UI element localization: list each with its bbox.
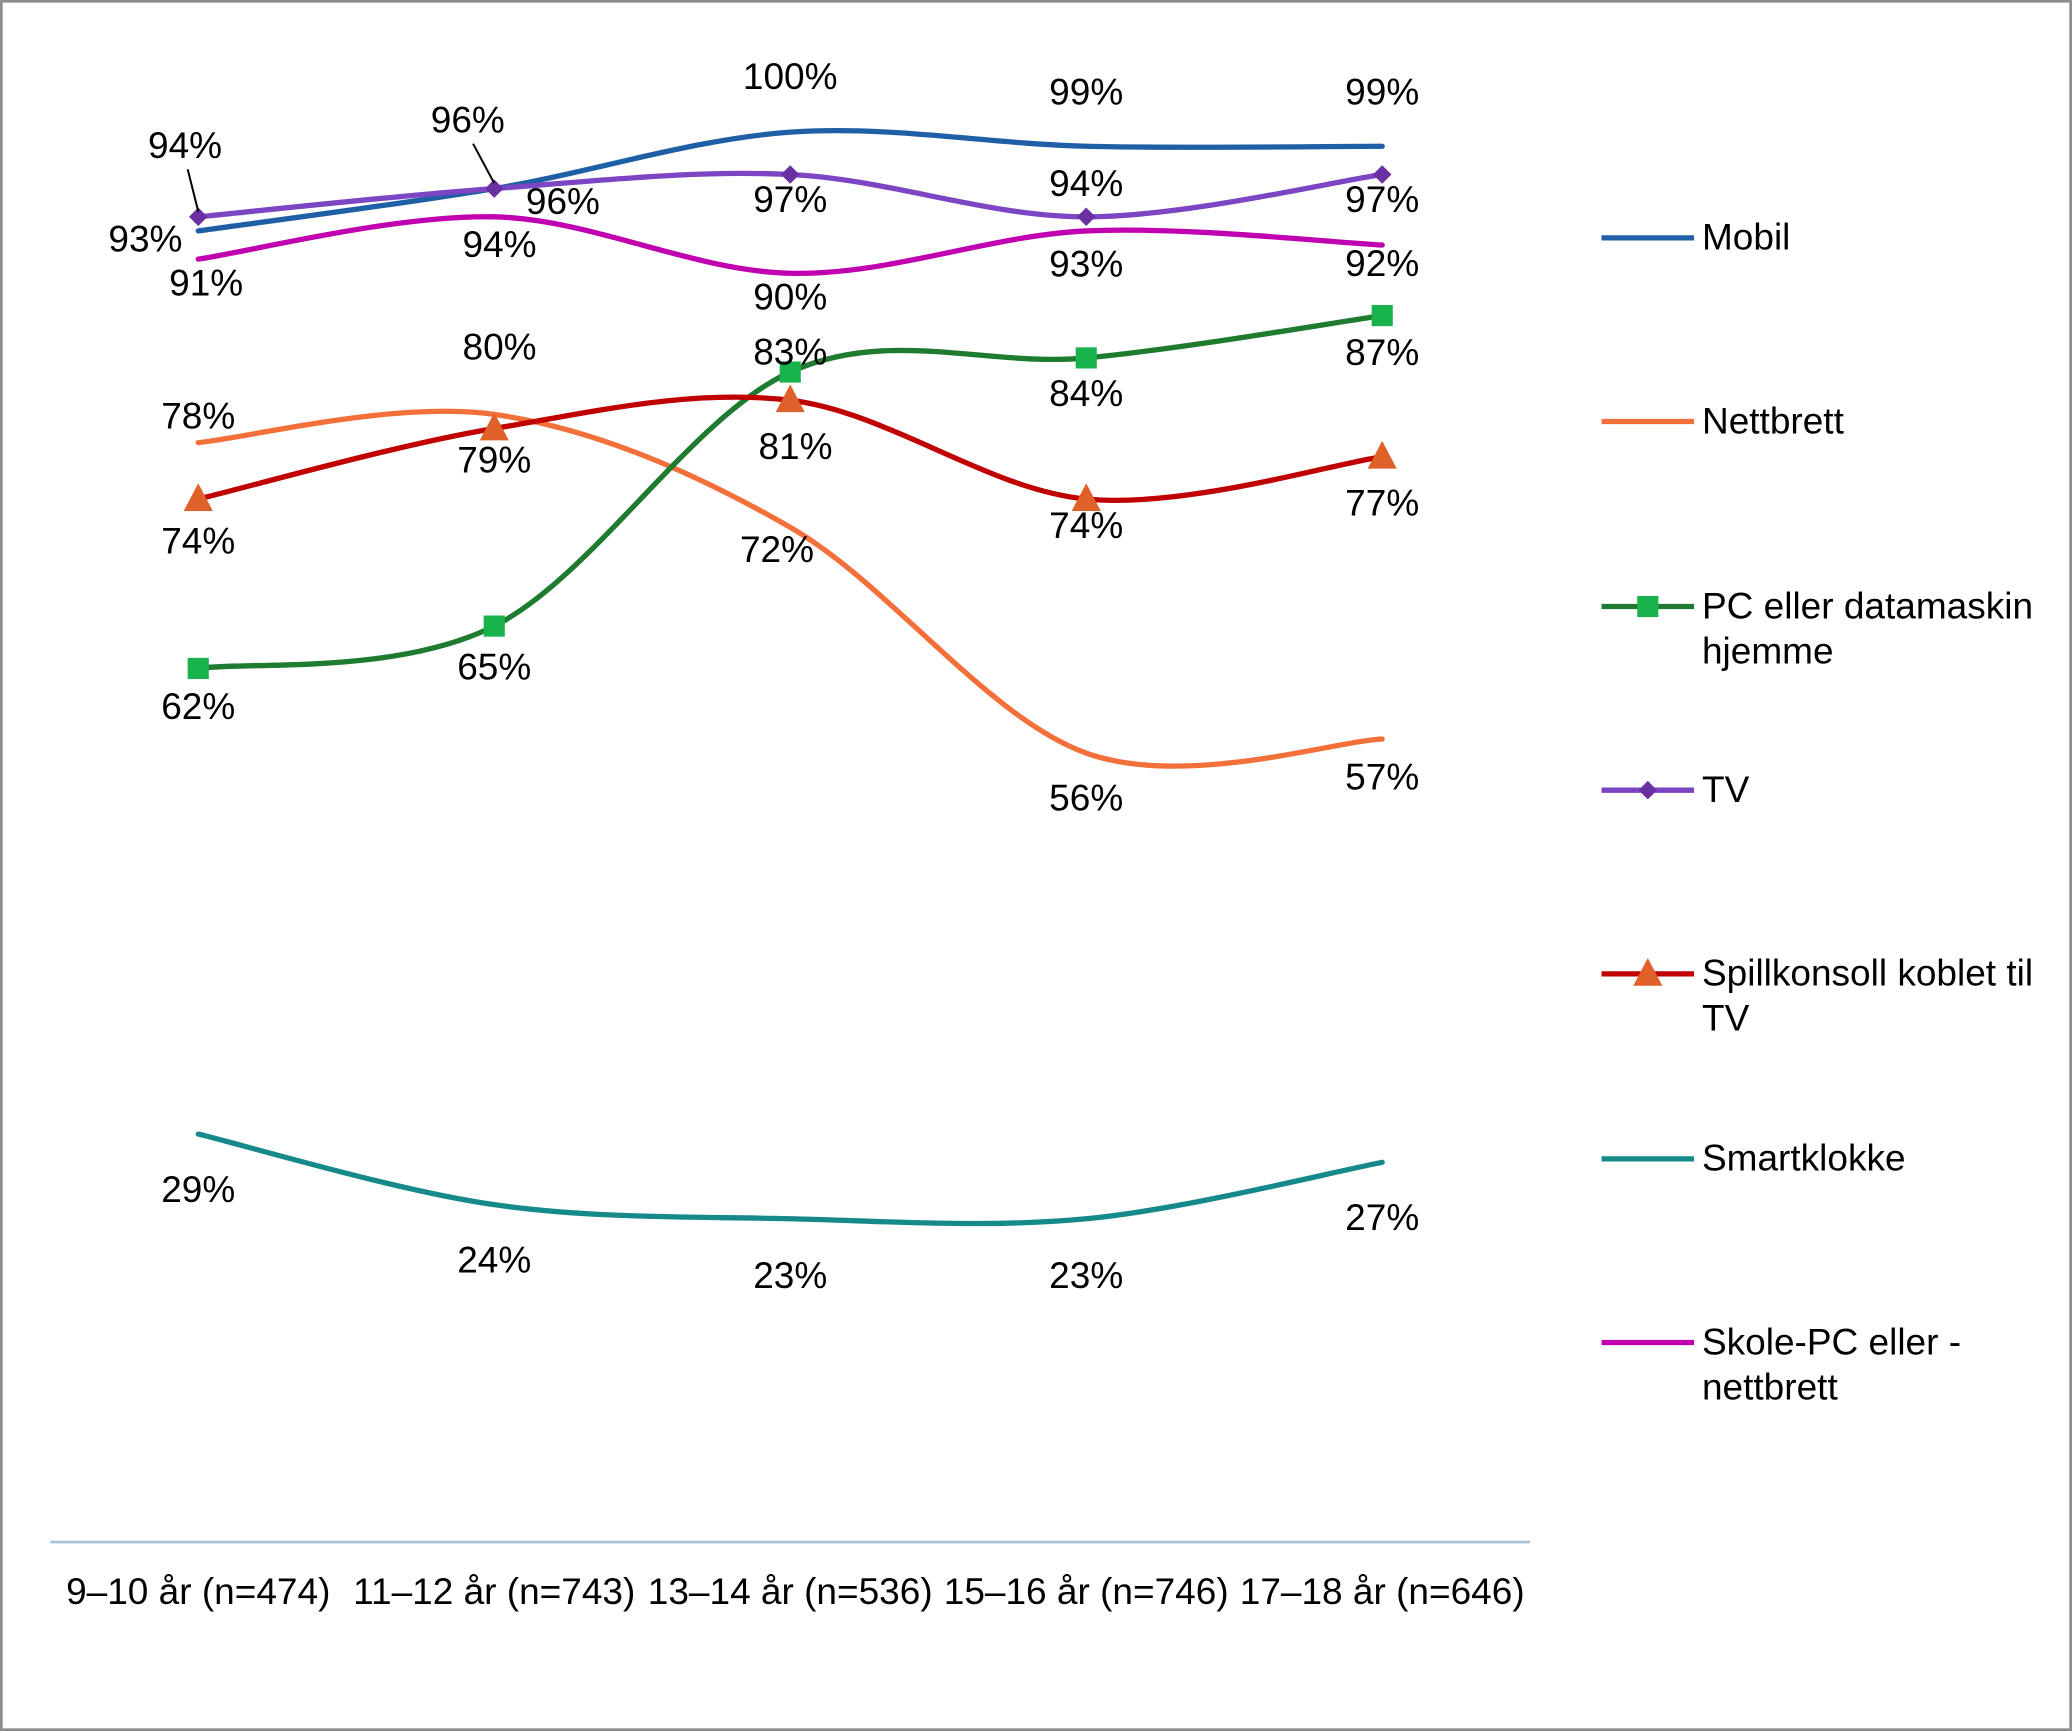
data-label: 74%: [161, 521, 235, 562]
marker: [484, 179, 504, 198]
data-label: 99%: [1345, 71, 1419, 112]
data-label: 23%: [1049, 1255, 1123, 1296]
legend-label-box: PC eller datamaskin hjemme: [1701, 585, 2034, 672]
data-label: 79%: [457, 440, 531, 481]
marker: [1372, 165, 1392, 184]
legend-label: Mobil: [1701, 216, 1791, 258]
data-label: 99%: [1049, 71, 1123, 112]
marker: [479, 412, 509, 441]
x-tick-label-box: 15–16 år (n=746): [943, 1571, 1229, 1613]
series-line: [195, 408, 1385, 769]
data-label: 77%: [1345, 482, 1419, 523]
data-label: 80%: [463, 326, 537, 367]
data-label: 81%: [758, 426, 832, 467]
legend-label: Skole-PC eller -nettbrett: [1701, 1321, 1962, 1408]
marker: [779, 361, 801, 383]
series-line: [195, 1131, 1385, 1227]
data-label: 83%: [753, 332, 827, 373]
legend-label: Smartklokke: [1701, 1137, 1906, 1179]
marker: [1075, 347, 1097, 369]
legend-label-box: Nettbrett: [1701, 400, 1844, 442]
data-label: 100%: [743, 56, 838, 97]
leader-line: [186, 169, 200, 212]
legend-label: TV: [1701, 769, 1750, 811]
data-label: 96%: [431, 99, 505, 140]
data-label: 94%: [148, 125, 222, 166]
x-tick-label: 11–12 år (n=743): [353, 1571, 636, 1613]
marker: [183, 483, 213, 511]
data-label: 74%: [1049, 505, 1123, 546]
legend-label: Nettbrett: [1701, 400, 1844, 442]
data-label: 94%: [463, 224, 537, 265]
marker: [1371, 305, 1393, 327]
data-label: 29%: [161, 1169, 235, 1210]
data-label: 62%: [161, 686, 235, 727]
data-label: 94%: [1049, 163, 1123, 204]
marker: [483, 615, 505, 637]
legend-marker: [1638, 780, 1658, 800]
data-label: 23%: [753, 1255, 827, 1296]
legend-label-box: Skole-PC eller -nettbrett: [1701, 1321, 1962, 1408]
legend-label: PC eller datamaskin hjemme: [1701, 585, 2034, 672]
data-label: 97%: [753, 179, 827, 220]
data-label: 57%: [1345, 757, 1419, 798]
x-tick-label: 13–14 år (n=536): [647, 1571, 933, 1613]
legend-label-box: Spillkonsoll koblet til TV: [1701, 952, 2034, 1039]
marker: [187, 657, 209, 679]
x-tick-label-box: 17–18 år (n=646): [1239, 1571, 1525, 1613]
x-tick-label-box: 13–14 år (n=536): [647, 1571, 933, 1613]
data-label: 27%: [1345, 1197, 1419, 1238]
leader-line: [472, 143, 496, 184]
marker: [1071, 483, 1101, 511]
data-label: 24%: [457, 1240, 531, 1281]
marker: [780, 165, 800, 184]
data-label: 78%: [161, 396, 235, 437]
legend-label-box: Mobil: [1701, 216, 1791, 258]
legend-label-box: TV: [1701, 769, 1750, 811]
data-label: 97%: [1345, 179, 1419, 220]
data-label: 56%: [1049, 777, 1123, 818]
legend-marker: [1637, 595, 1659, 618]
data-label: 90%: [753, 276, 827, 317]
legend-marker: [1633, 957, 1663, 986]
marker: [188, 207, 208, 227]
data-label: 87%: [1345, 332, 1419, 373]
series-line: [195, 127, 1385, 234]
marker: [1367, 440, 1397, 469]
data-label: 92%: [1345, 243, 1419, 284]
legend-label: Spillkonsoll koblet til TV: [1701, 952, 2034, 1039]
marker: [775, 384, 805, 413]
data-label: 65%: [457, 646, 531, 687]
data-label: 84%: [1049, 373, 1123, 414]
x-tick-label: 15–16 år (n=746): [943, 1571, 1229, 1613]
data-label: 96%: [526, 181, 600, 222]
x-tick-label-box: 9–10 år (n=474): [66, 1571, 331, 1613]
legend-label-box: Smartklokke: [1701, 1137, 1906, 1179]
series-line: [195, 214, 1385, 276]
x-tick-label: 17–18 år (n=646): [1239, 1571, 1525, 1613]
data-label: 93%: [108, 218, 182, 259]
marker: [1076, 207, 1096, 227]
data-label: 72%: [740, 529, 814, 570]
x-tick-label-box: 11–12 år (n=743): [353, 1571, 636, 1613]
data-label: 91%: [169, 262, 243, 303]
x-tick-label: 9–10 år (n=474): [66, 1571, 331, 1613]
data-label: 93%: [1049, 243, 1123, 284]
